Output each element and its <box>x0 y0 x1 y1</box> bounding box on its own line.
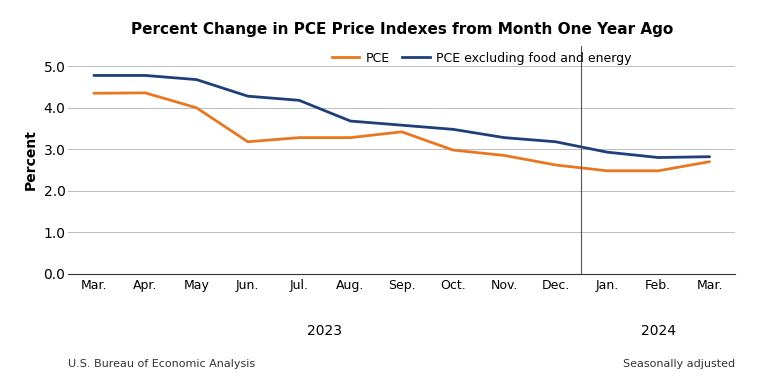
Text: Seasonally adjusted: Seasonally adjusted <box>623 359 735 369</box>
Y-axis label: Percent: Percent <box>24 129 38 190</box>
Text: 2023: 2023 <box>307 324 343 338</box>
Text: U.S. Bureau of Economic Analysis: U.S. Bureau of Economic Analysis <box>68 359 255 369</box>
Legend: PCE, PCE excluding food and energy: PCE, PCE excluding food and energy <box>332 52 631 65</box>
Title: Percent Change in PCE Price Indexes from Month One Year Ago: Percent Change in PCE Price Indexes from… <box>130 22 673 38</box>
Text: 2024: 2024 <box>641 324 676 338</box>
